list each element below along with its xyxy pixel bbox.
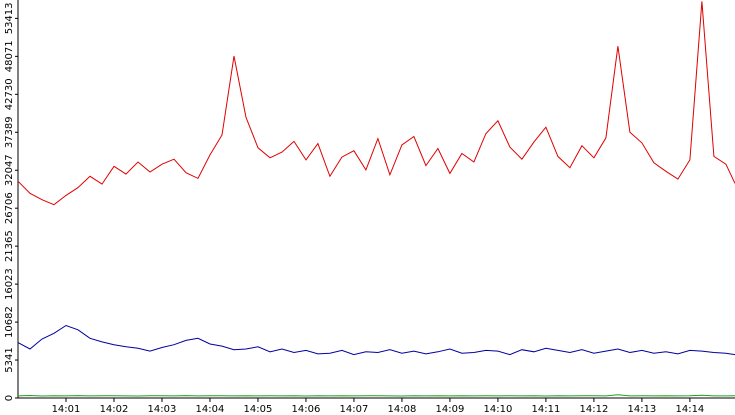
series-line (17, 1, 735, 206)
x-tick-label: 14:11 (531, 404, 560, 415)
y-tick-label: 32047 (4, 154, 15, 186)
series-line (17, 394, 735, 397)
y-tick-label: 26706 (4, 192, 15, 224)
x-tick-label: 14:12 (579, 404, 608, 415)
y-tick-label: 48071 (4, 40, 15, 72)
y-tick-label: 42730 (4, 78, 15, 110)
x-tick-label: 14:14 (675, 404, 704, 415)
x-tick-label: 14:01 (52, 404, 81, 415)
series-line (17, 324, 735, 356)
x-tick-label: 14:07 (340, 404, 369, 415)
x-tick-label: 14:04 (196, 404, 225, 415)
x-tick-label: 14:08 (388, 404, 417, 415)
y-tick-label: 16023 (4, 268, 15, 300)
x-tick-label: 14:06 (292, 404, 321, 415)
y-tick-label: 53413 (4, 2, 15, 34)
y-tick-label: 21365 (4, 230, 15, 262)
x-tick-label: 14:05 (244, 404, 273, 415)
x-tick-label: 14:03 (148, 404, 177, 415)
x-tick-label: 14:02 (100, 404, 129, 415)
x-tick-label: 14:13 (627, 404, 656, 415)
y-tick-label: 5341 (4, 347, 15, 372)
y-tick-label: 0 (4, 395, 15, 401)
y-tick-label: 37389 (4, 116, 15, 148)
y-tick-label: 10682 (4, 306, 15, 338)
x-tick-label: 14:09 (436, 404, 465, 415)
x-tick-label: 14:10 (484, 404, 513, 415)
